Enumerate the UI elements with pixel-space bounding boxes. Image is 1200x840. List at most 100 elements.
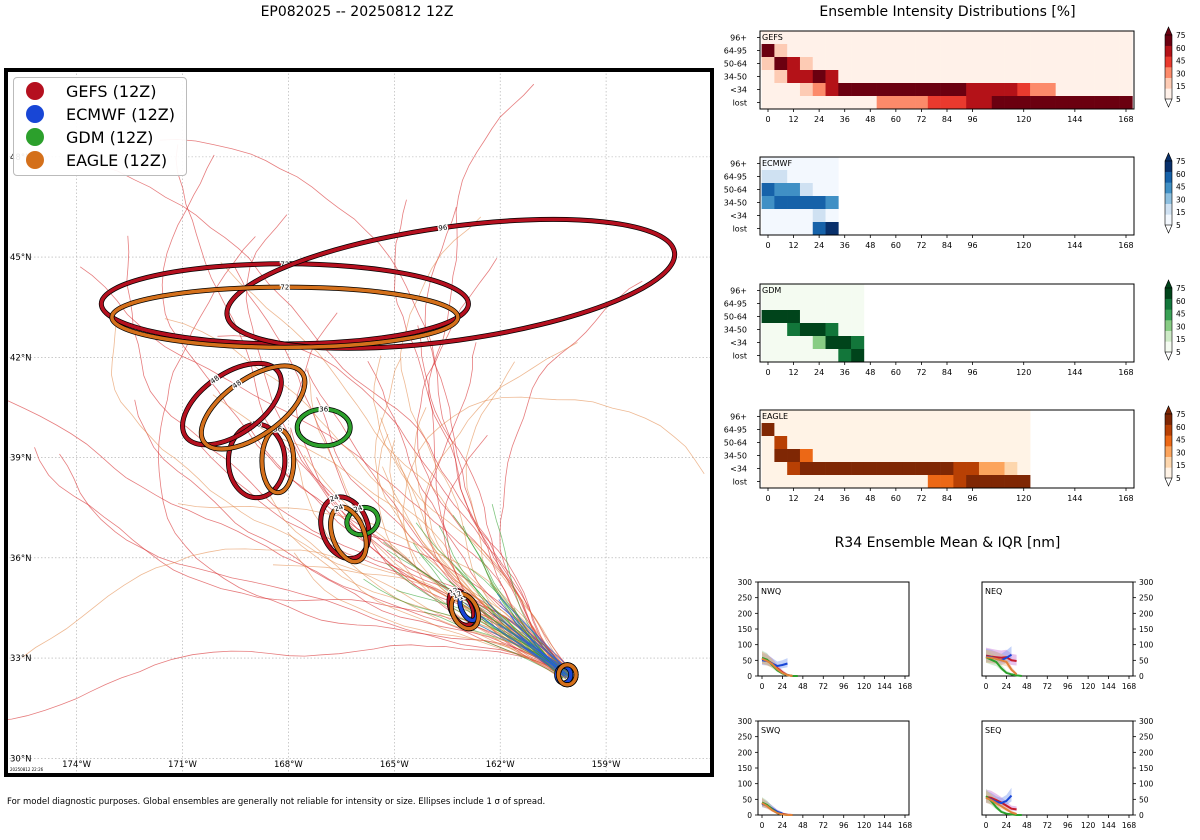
longitude-tick-label: 171°W	[168, 760, 197, 770]
ensemble-track-line	[316, 397, 570, 676]
heatmap-cell	[991, 475, 1005, 489]
r34-x-tick-label: 72	[819, 682, 829, 691]
heatmap-row-label: lost	[733, 478, 747, 487]
legend-item-gdm: GDM (12Z)	[26, 126, 153, 148]
heatmap-x-tick-label: 96	[967, 241, 977, 250]
legend-label: ECMWF (12Z)	[66, 104, 175, 124]
heatmap-x-tick-label: 24	[814, 241, 824, 250]
heatmap-cell	[838, 462, 852, 476]
heatmap-x-tick-label: 120	[1016, 368, 1031, 377]
ecmwf-marker-icon	[26, 105, 44, 123]
heatmap-x-tick-label: 0	[765, 368, 770, 377]
colorbar-segment	[1165, 467, 1172, 479]
r34-x-tick-label: 48	[798, 682, 808, 691]
heatmap-cell	[953, 436, 967, 450]
heatmap-x-tick-label: 48	[865, 241, 875, 250]
heatmap-cell	[966, 462, 980, 476]
heatmap-x-tick-label: 12	[788, 115, 798, 124]
heatmap-cell	[902, 436, 916, 450]
heatmap-cell	[838, 475, 852, 489]
heatmap-cell	[1068, 44, 1082, 58]
heatmap-cell	[902, 31, 916, 45]
ensemble-track-line	[6, 644, 570, 721]
r34-x-tick-label: 144	[1101, 682, 1116, 691]
heatmap-cell	[902, 44, 916, 58]
heatmap-cell	[1004, 462, 1018, 476]
heatmap-cell	[1106, 70, 1120, 84]
heatmap-cell	[825, 183, 839, 197]
heatmap-cell	[812, 196, 826, 210]
map-timestamp: 20250812 22:26	[10, 767, 44, 772]
colorbar-segment	[1165, 341, 1172, 353]
heatmap-cell	[1042, 44, 1056, 58]
heatmap-cell	[915, 44, 929, 58]
colorbar-tick-label: 5	[1176, 474, 1181, 483]
heatmap-cell	[940, 70, 954, 84]
heatmap-cell	[915, 449, 929, 463]
colorbar-top-arrow	[1164, 405, 1173, 415]
heatmap-cell	[978, 57, 993, 71]
ensemble-track-line	[402, 396, 705, 680]
heatmap-cell	[851, 44, 865, 58]
r34-x-tick-label: 96	[1063, 682, 1073, 691]
colorbar-bottom-arrow	[1164, 224, 1173, 234]
r34-x-tick-label: 48	[1022, 682, 1032, 691]
heatmap-x-tick-label: 84	[942, 115, 952, 124]
r34-y-tick-label: 200	[738, 748, 753, 757]
heatmap-section-title: Ensemble Intensity Distributions [%]	[819, 4, 1076, 20]
heatmap-cell	[953, 423, 967, 437]
legend-label: GEFS (12Z)	[66, 81, 157, 101]
heatmap-cell	[953, 83, 967, 97]
heatmap-cell	[902, 96, 916, 110]
heatmap-cell	[1004, 83, 1018, 97]
heatmap-x-tick-label: 72	[916, 241, 926, 250]
heatmap-cell	[812, 284, 826, 298]
heatmap-cell	[812, 183, 826, 197]
heatmap-cell	[799, 170, 814, 184]
eagle-ellipse-outline	[198, 363, 308, 452]
heatmap-cell	[863, 31, 877, 45]
heatmap-cell	[940, 57, 954, 71]
colorbar-tick-label: 60	[1176, 297, 1186, 306]
heatmap-cell	[966, 31, 980, 45]
heatmap-cell	[978, 423, 993, 437]
heatmap-cell	[825, 336, 839, 350]
eagle-ellipse-36h	[260, 427, 296, 495]
heatmap-row-label: 64-95	[724, 173, 747, 182]
r34-mean-line	[985, 796, 1017, 816]
heatmap-cell	[812, 349, 826, 363]
heatmap-cell	[915, 475, 929, 489]
heatmap-cell	[927, 96, 941, 110]
heatmap-x-tick-label: 168	[1118, 115, 1133, 124]
heatmap-cell	[1094, 44, 1108, 58]
ensemble-track-line	[177, 503, 569, 677]
eagle-ellipse-72h	[110, 285, 460, 350]
r34-y-tick-label: 100	[1139, 780, 1154, 789]
heatmap-cell	[1004, 70, 1018, 84]
colorbar-tick-label: 75	[1176, 284, 1186, 293]
heatmap-cell	[799, 284, 814, 298]
colorbar-tick-label: 5	[1176, 95, 1181, 104]
ensemble-track-line	[293, 552, 571, 675]
heatmap-cell	[876, 70, 890, 84]
ellipse-hour-label: 36	[319, 406, 328, 414]
heatmap-cell	[825, 44, 839, 58]
heatmap-row-label: <34	[730, 339, 747, 348]
heatmap-cell	[787, 410, 801, 424]
heatmap-cell	[927, 423, 941, 437]
heatmap-cell	[787, 70, 801, 84]
heatmap-row-label: lost	[733, 352, 747, 361]
heatmap-x-tick-label: 48	[865, 115, 875, 124]
r34-mean-line	[761, 802, 793, 816]
heatmap-cell	[1068, 96, 1082, 110]
r34-mean-line	[761, 657, 793, 677]
gefs-ellipse-48h	[180, 361, 284, 447]
heatmap-cell	[761, 170, 775, 184]
r34-y-tick-label: 100	[1139, 641, 1154, 650]
heatmap-cell	[774, 410, 788, 424]
r34-panel-seq: SEQ 300 250 200 150 100 50 0 0 24 48 72 96 120 144 168	[981, 717, 1154, 830]
heatmap-cell	[761, 436, 775, 450]
r34-panel-neq: NEQ 300 250 200 150 100 50 0 0 24 48 72 96 120 144 168	[981, 578, 1154, 691]
heatmap-row-label: 50-64	[724, 186, 747, 195]
heatmap-cell	[978, 31, 993, 45]
